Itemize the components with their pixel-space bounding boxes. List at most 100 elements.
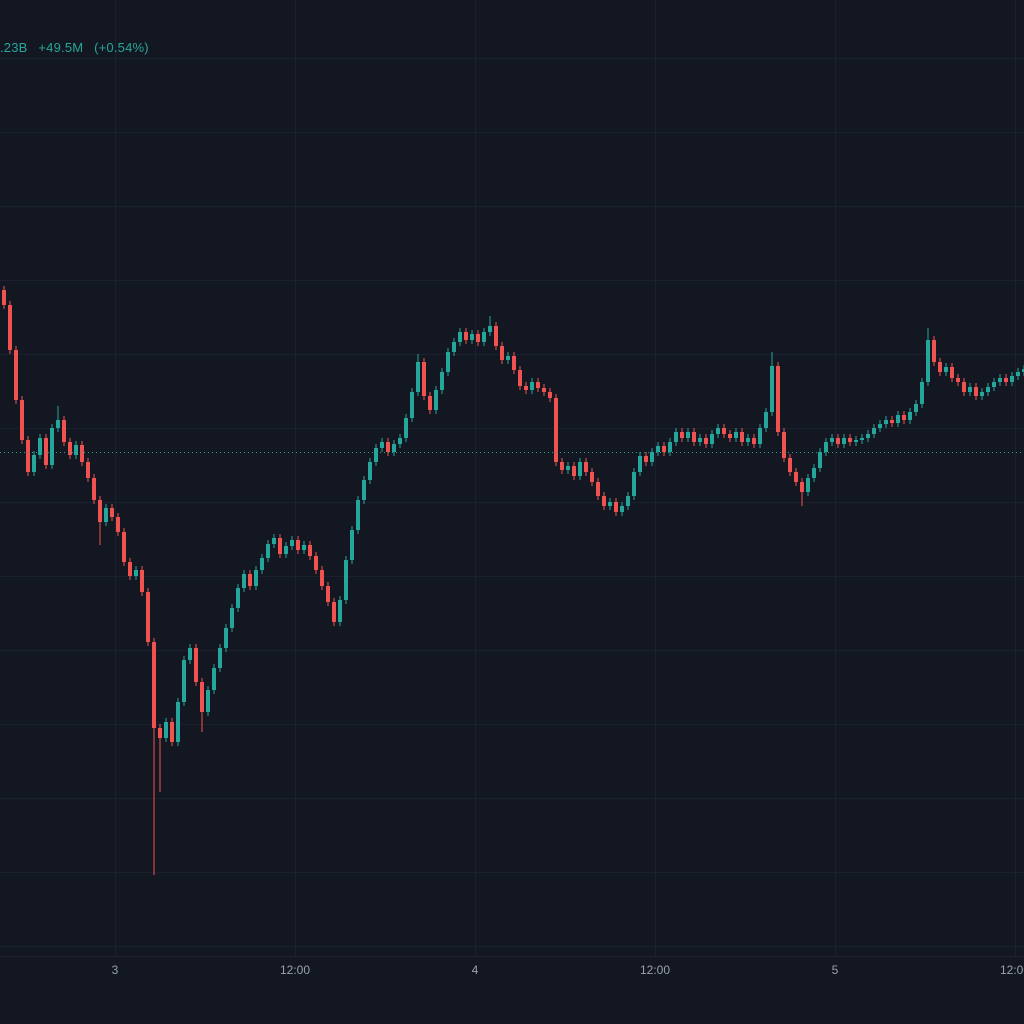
- candle-body-down: [428, 396, 432, 410]
- candle-body-up: [650, 452, 654, 462]
- candle-body-up: [338, 600, 342, 622]
- candle-body-up: [770, 366, 774, 412]
- candle-body-up: [374, 448, 378, 462]
- time-axis[interactable]: 3 12:00 4 12:00 5 12:00: [0, 956, 1024, 1024]
- candle-body-up: [38, 438, 42, 455]
- candle-body-up: [566, 466, 570, 470]
- candle-body-up: [746, 438, 750, 442]
- candle-body-up: [806, 478, 810, 492]
- candle-body-down: [782, 432, 786, 458]
- candle-body-up: [992, 382, 996, 387]
- candle-body-up: [380, 442, 384, 448]
- candle-body-up: [134, 570, 138, 576]
- candlestick-chart[interactable]: [0, 0, 1024, 956]
- candle-body-down: [326, 586, 330, 602]
- candle-body-up: [842, 438, 846, 444]
- candle-body-up: [434, 390, 438, 410]
- candle-body-up: [824, 442, 828, 452]
- candle-body-up: [926, 340, 930, 382]
- candle-body-down: [542, 388, 546, 392]
- candle-body-up: [1022, 369, 1024, 372]
- candle-body-up: [50, 428, 54, 465]
- candle-body-up: [368, 462, 372, 480]
- candle-body-up: [416, 362, 420, 392]
- candle-body-down: [146, 592, 150, 642]
- candle-body-up: [164, 722, 168, 738]
- candle-body-down: [974, 387, 978, 396]
- candle-body-down: [722, 428, 726, 434]
- candle-body-up: [410, 392, 414, 418]
- candle-body-up: [398, 438, 402, 444]
- candle-body-up: [674, 432, 678, 442]
- candle-body-down: [422, 362, 426, 396]
- candle-body-up: [272, 538, 276, 544]
- candle-body-up: [506, 356, 510, 360]
- candle-body-up: [698, 438, 702, 442]
- candle-body-up: [458, 332, 462, 342]
- time-axis-label: 12:00: [639, 963, 671, 977]
- candle-body-up: [224, 628, 228, 648]
- candle-body-down: [932, 340, 936, 362]
- candle-body-up: [632, 472, 636, 496]
- candle-body-down: [584, 462, 588, 472]
- candle-body-down: [26, 440, 30, 472]
- candle-body-up: [998, 378, 1002, 382]
- candle-body-down: [8, 305, 12, 350]
- chart-legend[interactable]: .23B +49.5M (+0.54%): [0, 40, 156, 55]
- candle-body-down: [512, 356, 516, 370]
- candle-body-down: [518, 370, 522, 386]
- candle-body-down: [248, 574, 252, 586]
- candle-body-up: [968, 387, 972, 392]
- candle-body-down: [128, 562, 132, 576]
- candle-body-up: [188, 648, 192, 660]
- candle-body-up: [710, 434, 714, 444]
- candle-body-down: [44, 438, 48, 465]
- candle-body-up: [350, 530, 354, 560]
- candle-body-up: [74, 445, 78, 455]
- candle-body-down: [962, 382, 966, 392]
- candle-body-up: [404, 418, 408, 438]
- candle-body-up: [866, 434, 870, 438]
- time-axis-label: 12:00: [999, 963, 1024, 977]
- candle-body-down: [902, 415, 906, 420]
- candle-body-up: [758, 428, 762, 444]
- candle-body-up: [830, 438, 834, 442]
- candle-body-up: [896, 415, 900, 423]
- time-axis-label: 12:00: [279, 963, 311, 977]
- time-axis-label: 5: [831, 963, 839, 977]
- candle-body-down: [278, 538, 282, 554]
- candle-body-up: [980, 392, 984, 396]
- candle-body-up: [920, 382, 924, 404]
- candle-body-down: [314, 556, 318, 570]
- candle-body-up: [878, 424, 882, 428]
- candle-body-down: [536, 382, 540, 388]
- candle-body-up: [854, 440, 858, 442]
- candle-body-down: [200, 682, 204, 712]
- candle-body-up: [944, 367, 948, 372]
- candle-body-down: [950, 367, 954, 378]
- candle-body-down: [800, 482, 804, 492]
- candle-body-up: [860, 438, 864, 440]
- candle-body-down: [788, 458, 792, 472]
- candle-body-up: [668, 442, 672, 452]
- candle-body-up: [764, 412, 768, 428]
- candle-body-up: [638, 456, 642, 472]
- candle-body-up: [620, 506, 624, 512]
- candle-body-down: [170, 722, 174, 742]
- candle-body-down: [596, 482, 600, 496]
- candle-body-up: [812, 468, 816, 478]
- candle-body-down: [548, 392, 552, 398]
- candle-body-up: [914, 404, 918, 412]
- candle-body-up: [104, 508, 108, 522]
- legend-marketcap-value: .23B: [0, 40, 28, 55]
- candle-body-up: [470, 334, 474, 340]
- candle-body-up: [290, 540, 294, 546]
- candle-body-down: [590, 472, 594, 482]
- candle-body-up: [260, 558, 264, 570]
- candle-body-down: [752, 438, 756, 444]
- candle-body-up: [392, 444, 396, 452]
- candle-body-up: [266, 544, 270, 558]
- candle-body-down: [956, 378, 960, 382]
- time-axis-label: 4: [471, 963, 479, 977]
